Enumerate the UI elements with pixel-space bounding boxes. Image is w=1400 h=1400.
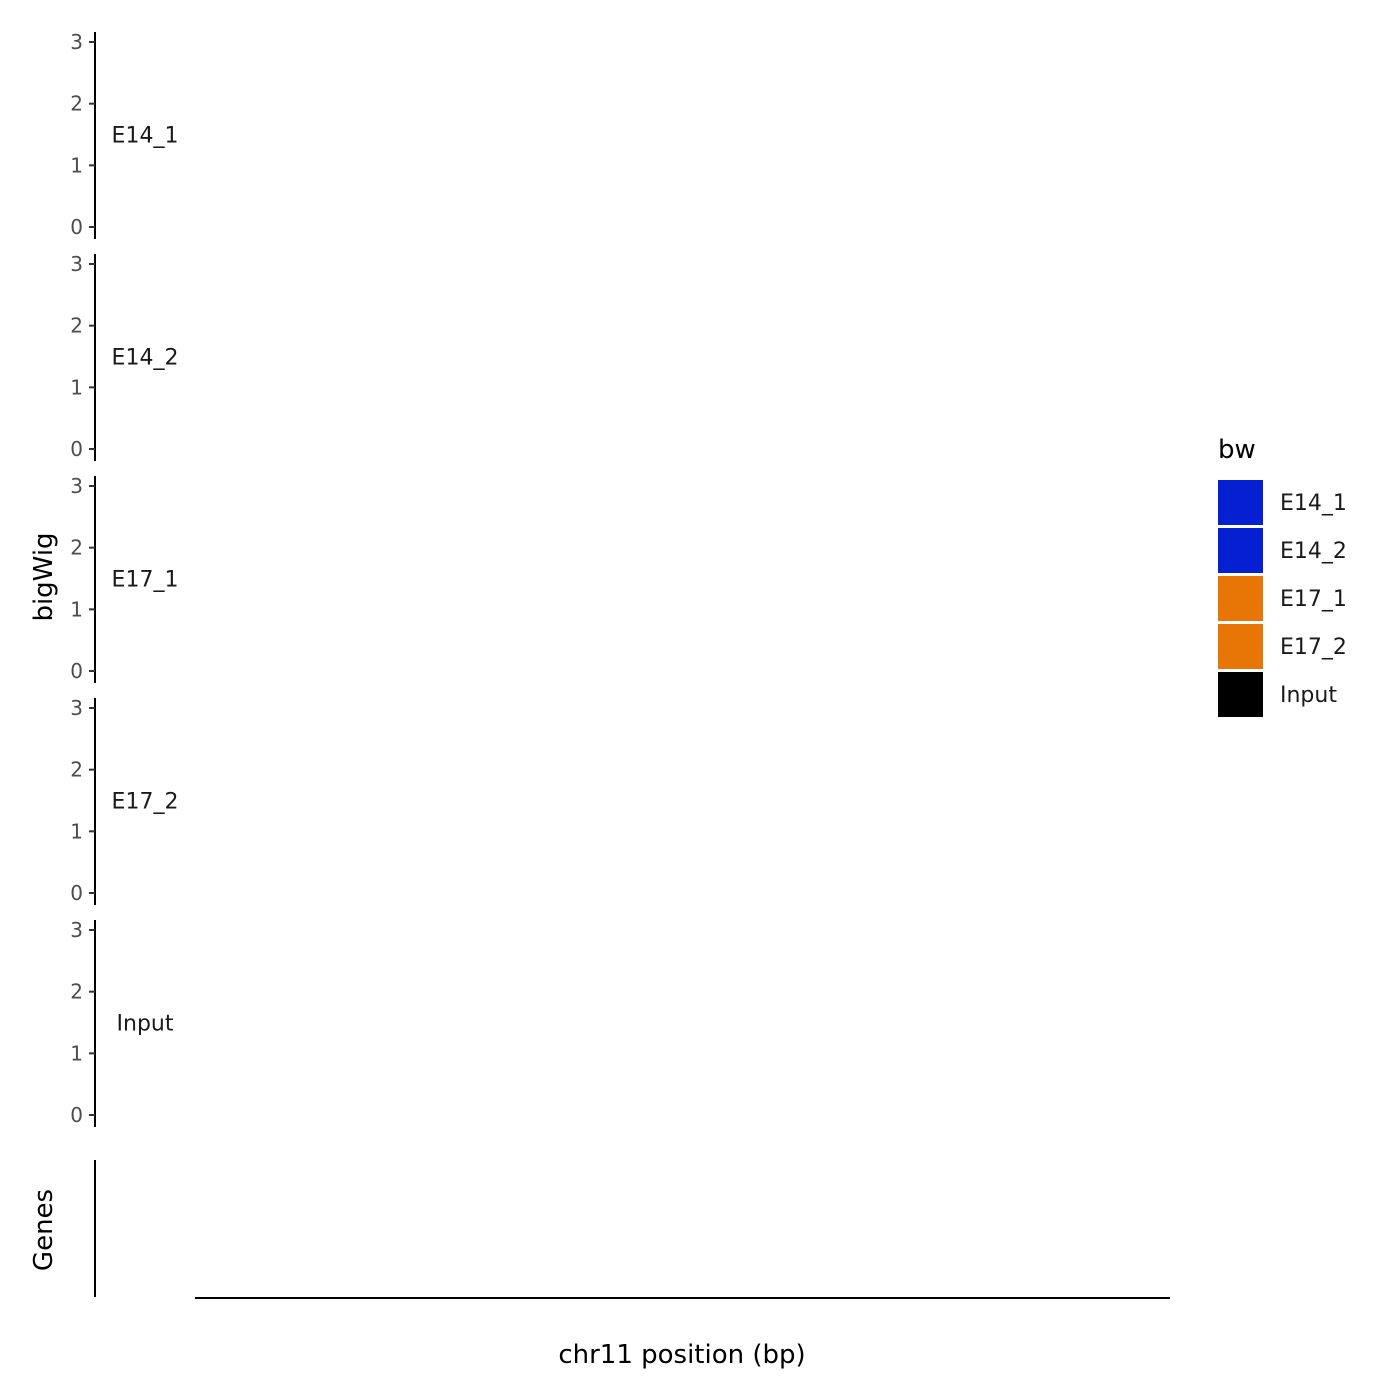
track-E14_1: 0 1 2 3 E14_1: [70, 30, 179, 239]
y-tick-label: 0: [70, 437, 83, 461]
legend-swatch: [1218, 624, 1263, 669]
y-tick-label: 2: [70, 536, 83, 560]
legend-swatch: [1218, 528, 1263, 573]
x-axis-title: chr11 position (bp): [558, 1340, 805, 1370]
y-tick-label: 3: [70, 30, 83, 54]
y-tick-label: 1: [70, 819, 83, 843]
y-tick-label: 3: [70, 696, 83, 720]
track-label: E17_2: [112, 790, 179, 815]
legend-item-E14_1: E14_1: [1218, 480, 1347, 525]
legend-label: E14_2: [1280, 539, 1347, 564]
track-label: Input: [117, 1012, 174, 1037]
y-tick-label: 0: [70, 659, 83, 683]
y-tick-label: 1: [70, 375, 83, 399]
y-tick-label: 0: [70, 881, 83, 905]
track-label: E14_1: [112, 124, 179, 149]
y-tick-label: 2: [70, 92, 83, 116]
legend-item-Input: Input: [1218, 672, 1337, 717]
y-tick-label: 3: [70, 252, 83, 276]
legend-swatch: [1218, 480, 1263, 525]
y-tick-label: 2: [70, 314, 83, 338]
track-E14_2: 0 1 2 3 E14_2: [70, 252, 179, 461]
y-tick-label: 0: [70, 215, 83, 239]
y-tick-label: 0: [70, 1103, 83, 1127]
legend-swatch: [1218, 576, 1263, 621]
x-axis: 7818100078182000781830007818400078185000: [195, 1297, 1170, 1299]
legend-label: Input: [1280, 683, 1337, 708]
legend-label: E17_2: [1280, 635, 1347, 660]
legend-title: bw: [1218, 435, 1256, 465]
legend-swatch: [1218, 672, 1263, 717]
legend: bw E14_1 E14_2 E17_1 E17_2 Input: [1218, 435, 1347, 717]
legend-item-E17_2: E17_2: [1218, 624, 1347, 669]
y-tick-label: 2: [70, 758, 83, 782]
y-axis-title: bigWig: [29, 532, 59, 621]
legend-item-E17_1: E17_1: [1218, 576, 1347, 621]
legend-label: E14_1: [1280, 491, 1347, 516]
track-E17_1: 0 1 2 3 E17_1: [70, 474, 179, 683]
y-tick-label: 1: [70, 597, 83, 621]
legend-label: E17_1: [1280, 587, 1347, 612]
y-tick-label: 3: [70, 474, 83, 498]
track-label: E14_2: [112, 346, 179, 371]
y-tick-label: 3: [70, 918, 83, 942]
y-tick-label: 2: [70, 980, 83, 1004]
signal-panels: 0 1 2 3 E14_1 0 1 2 3 E14_2 0 1 2 3 E17_1 0 1 2 3 E17_2 0 1 2 3…: [70, 30, 179, 1127]
track-label: E17_1: [112, 568, 179, 593]
y-tick-label: 1: [70, 153, 83, 177]
track-Input: 0 1 2 3 Input: [70, 918, 174, 1127]
y-tick-label: 1: [70, 1041, 83, 1065]
genes-axis-title: Genes: [29, 1189, 59, 1271]
track-E17_2: 0 1 2 3 E17_2: [70, 696, 179, 905]
legend-item-E14_2: E14_2: [1218, 528, 1347, 573]
genes-panel: Rpl23aTlcd1: [94, 1160, 96, 1297]
